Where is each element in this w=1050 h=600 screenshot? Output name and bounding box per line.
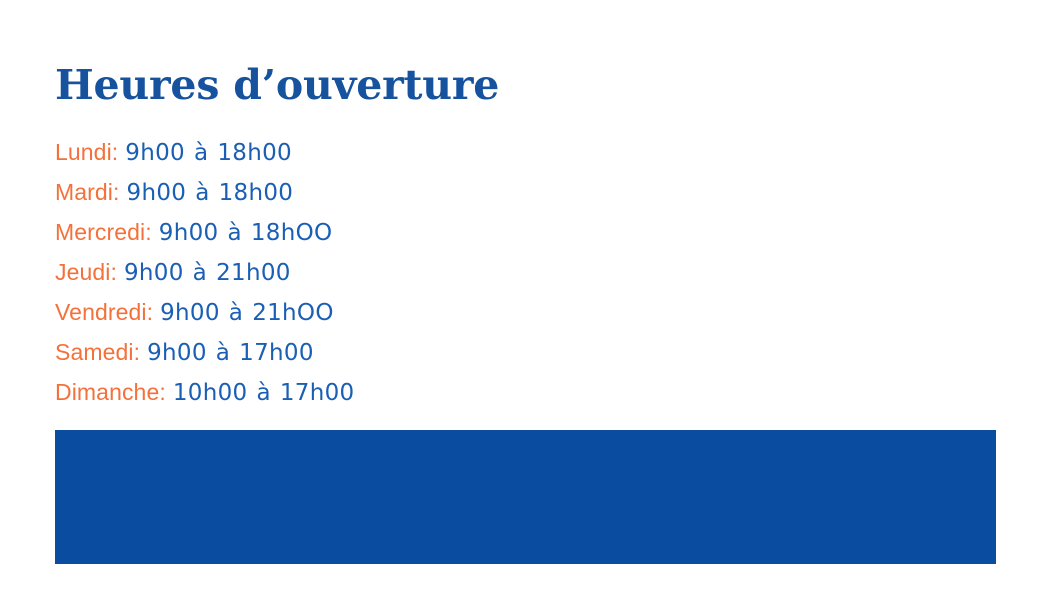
time-range: 9h00 à 18h00 [127,180,294,206]
open-time: 10h00 [172,380,248,406]
open-time: 9h00 [125,140,185,166]
content-placeholder-block [55,430,996,564]
day-label: Jeudi: [55,259,117,285]
time-separator: à [193,140,209,166]
close-time: 18h00 [217,140,292,166]
list-item: Samedi: 9h00 à 17h00 [55,332,755,372]
close-time: 17h00 [239,340,314,366]
open-time: 9h00 [160,300,220,326]
list-item: Vendredi: 9h00 à 21hOO [55,292,755,332]
list-item: Dimanche: 10h00 à 17h00 [55,372,755,412]
time-range: 9h00 à 18h00 [125,140,292,166]
close-time: 18h00 [218,180,294,206]
time-range: 9h00 à 17h00 [147,340,314,366]
list-item: Mardi: 9h00 à 18h00 [55,172,755,212]
list-item: Mercredi: 9h00 à 18hOO [55,212,755,252]
time-separator: à [227,220,242,246]
open-time: 9h00 [147,340,207,366]
time-range: 9h00 à 21h00 [124,260,291,286]
day-label: Samedi: [55,339,141,365]
close-time: 21h00 [216,260,291,286]
time-separator: à [195,180,210,206]
day-label: Vendredi: [55,299,154,325]
open-time: 9h00 [123,260,184,286]
list-item: Jeudi: 9h00 à 21h00 [55,252,755,292]
time-separator: à [192,260,208,286]
close-time: 18hOO [250,220,333,246]
open-time: 9h00 [158,220,219,246]
time-range: 9h00 à 21hOO [160,300,334,326]
close-time: 17h00 [279,380,355,406]
day-label: Dimanche: [55,379,166,405]
opening-hours-list: Lundi: 9h00 à 18h00 Mardi: 9h00 à 18h00 Mercre… [55,132,755,412]
time-separator: à [215,340,231,366]
page-title: Heures d’ouverture [55,61,500,109]
list-item: Lundi: 9h00 à 18h00 [55,132,755,172]
day-label: Mercredi: [55,219,152,245]
time-separator: à [228,300,244,326]
close-time: 21hOO [252,300,334,326]
day-label: Mardi: [55,179,120,205]
time-range: 10h00 à 17h00 [173,380,355,406]
day-label: Lundi: [55,139,119,165]
open-time: 9h00 [126,180,187,206]
time-separator: à [256,380,271,406]
time-range: 9h00 à 18hOO [159,220,333,246]
